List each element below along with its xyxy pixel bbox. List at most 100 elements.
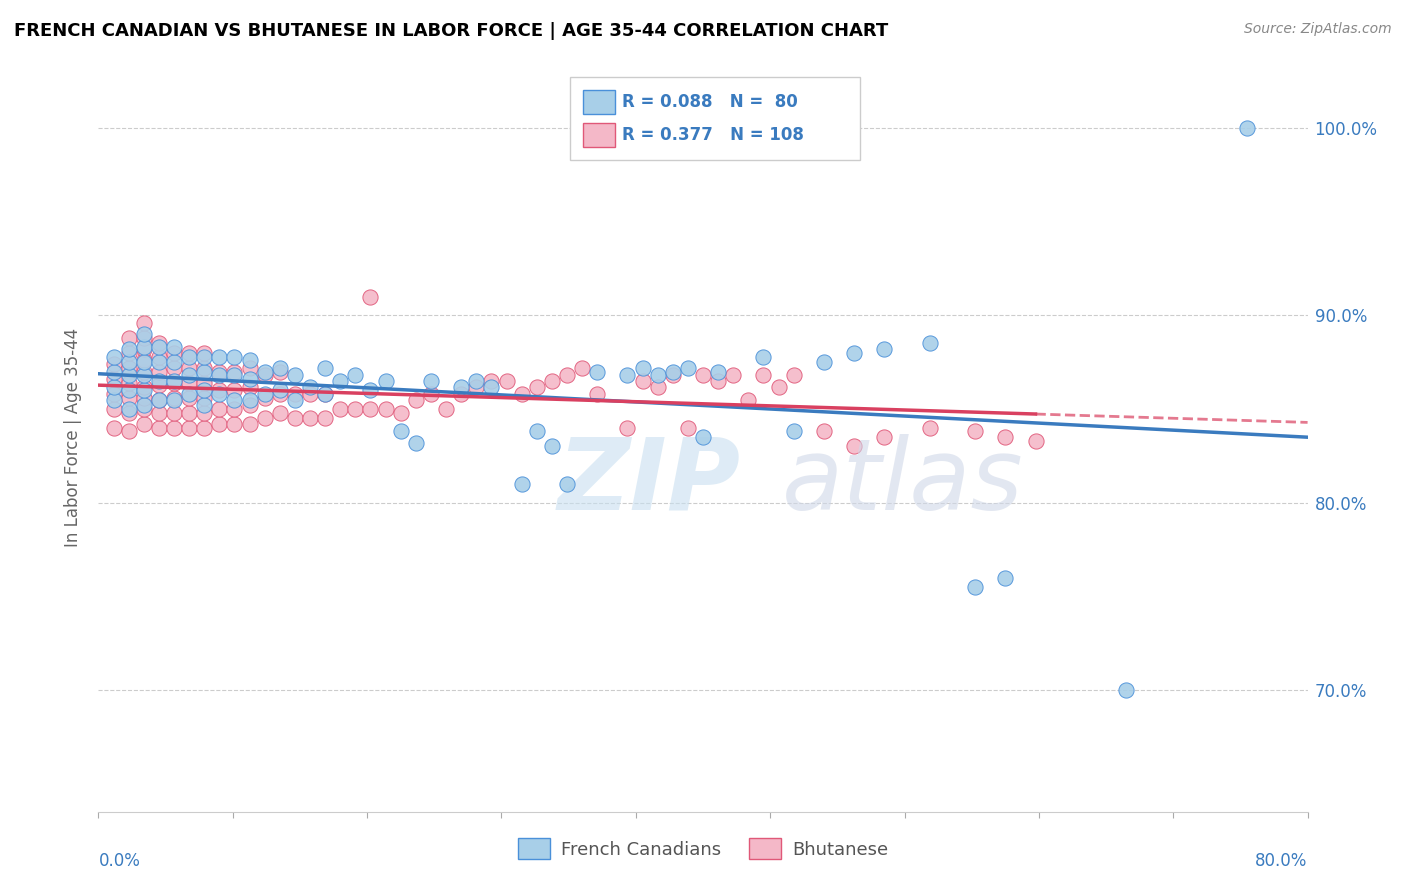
Point [707, 365, 730, 379]
Point [465, 374, 488, 388]
Point [965, 580, 987, 594]
Point [163, 340, 186, 354]
Point [224, 368, 246, 383]
Point [873, 430, 896, 444]
Point [661, 368, 683, 383]
Point [481, 379, 503, 393]
Point [132, 379, 155, 393]
Point [148, 355, 170, 369]
Point [616, 368, 638, 383]
Point [132, 398, 155, 412]
Point [344, 401, 367, 416]
Point [374, 401, 396, 416]
Point [284, 411, 307, 425]
Point [208, 368, 231, 383]
Point [616, 421, 638, 435]
Point [918, 336, 941, 351]
Point [193, 384, 215, 398]
Point [118, 401, 141, 416]
Point [163, 374, 186, 388]
Point [179, 387, 201, 401]
Point [163, 406, 186, 420]
Point [239, 417, 262, 431]
Point [103, 372, 125, 386]
Point [783, 368, 806, 383]
Point [193, 398, 215, 412]
Point [707, 374, 730, 388]
Point [481, 374, 503, 388]
Point [118, 384, 141, 398]
Point [465, 379, 488, 393]
Point [918, 421, 941, 435]
Point [510, 387, 533, 401]
Point [314, 360, 336, 375]
Point [647, 379, 669, 393]
Point [284, 368, 307, 383]
Point [994, 430, 1017, 444]
Point [148, 340, 170, 354]
Point [360, 384, 382, 398]
Point [299, 387, 322, 401]
Point [163, 376, 186, 390]
Point [965, 425, 987, 439]
Point [420, 374, 443, 388]
Point [434, 401, 457, 416]
Point [193, 391, 215, 405]
Point [540, 440, 562, 454]
Point [132, 391, 155, 405]
Point [253, 387, 276, 401]
Point [132, 384, 155, 398]
Point [132, 401, 155, 416]
Point [405, 392, 427, 407]
Y-axis label: In Labor Force | Age 35-44: In Labor Force | Age 35-44 [65, 327, 83, 547]
Point [148, 350, 170, 364]
Point [193, 365, 215, 379]
Point [737, 392, 759, 407]
Point [752, 350, 775, 364]
Point [163, 360, 186, 375]
Point [405, 435, 427, 450]
Point [389, 425, 412, 439]
Point [132, 368, 155, 383]
Point [253, 391, 276, 405]
Point [148, 421, 170, 435]
Point [571, 360, 593, 375]
Point [163, 392, 186, 407]
Point [239, 360, 262, 375]
Point [132, 355, 155, 369]
Legend: French Canadians, Bhutanese: French Canadians, Bhutanese [510, 831, 896, 866]
FancyBboxPatch shape [583, 123, 614, 147]
Point [631, 374, 654, 388]
Point [224, 350, 246, 364]
Text: ZIP: ZIP [558, 434, 741, 531]
Point [420, 387, 443, 401]
Point [103, 421, 125, 435]
Point [179, 406, 201, 420]
Point [661, 365, 683, 379]
Text: Source: ZipAtlas.com: Source: ZipAtlas.com [1244, 22, 1392, 37]
Point [148, 365, 170, 379]
Text: R = 0.088   N =  80: R = 0.088 N = 80 [621, 93, 797, 112]
Point [103, 387, 125, 401]
Point [253, 365, 276, 379]
Point [132, 417, 155, 431]
Point [299, 379, 322, 393]
Point [813, 355, 835, 369]
Point [555, 476, 578, 491]
Text: 0.0%: 0.0% [98, 852, 141, 870]
Point [103, 379, 125, 393]
Point [253, 368, 276, 383]
Point [374, 374, 396, 388]
Point [752, 368, 775, 383]
Point [1024, 434, 1046, 448]
Point [676, 360, 699, 375]
Text: FRENCH CANADIAN VS BHUTANESE IN LABOR FORCE | AGE 35-44 CORRELATION CHART: FRENCH CANADIAN VS BHUTANESE IN LABOR FO… [14, 22, 889, 40]
Point [132, 327, 155, 342]
Point [329, 374, 352, 388]
Point [844, 440, 866, 454]
Point [132, 353, 155, 368]
Point [284, 387, 307, 401]
Point [1236, 120, 1258, 135]
Point [555, 368, 578, 383]
Point [193, 421, 215, 435]
